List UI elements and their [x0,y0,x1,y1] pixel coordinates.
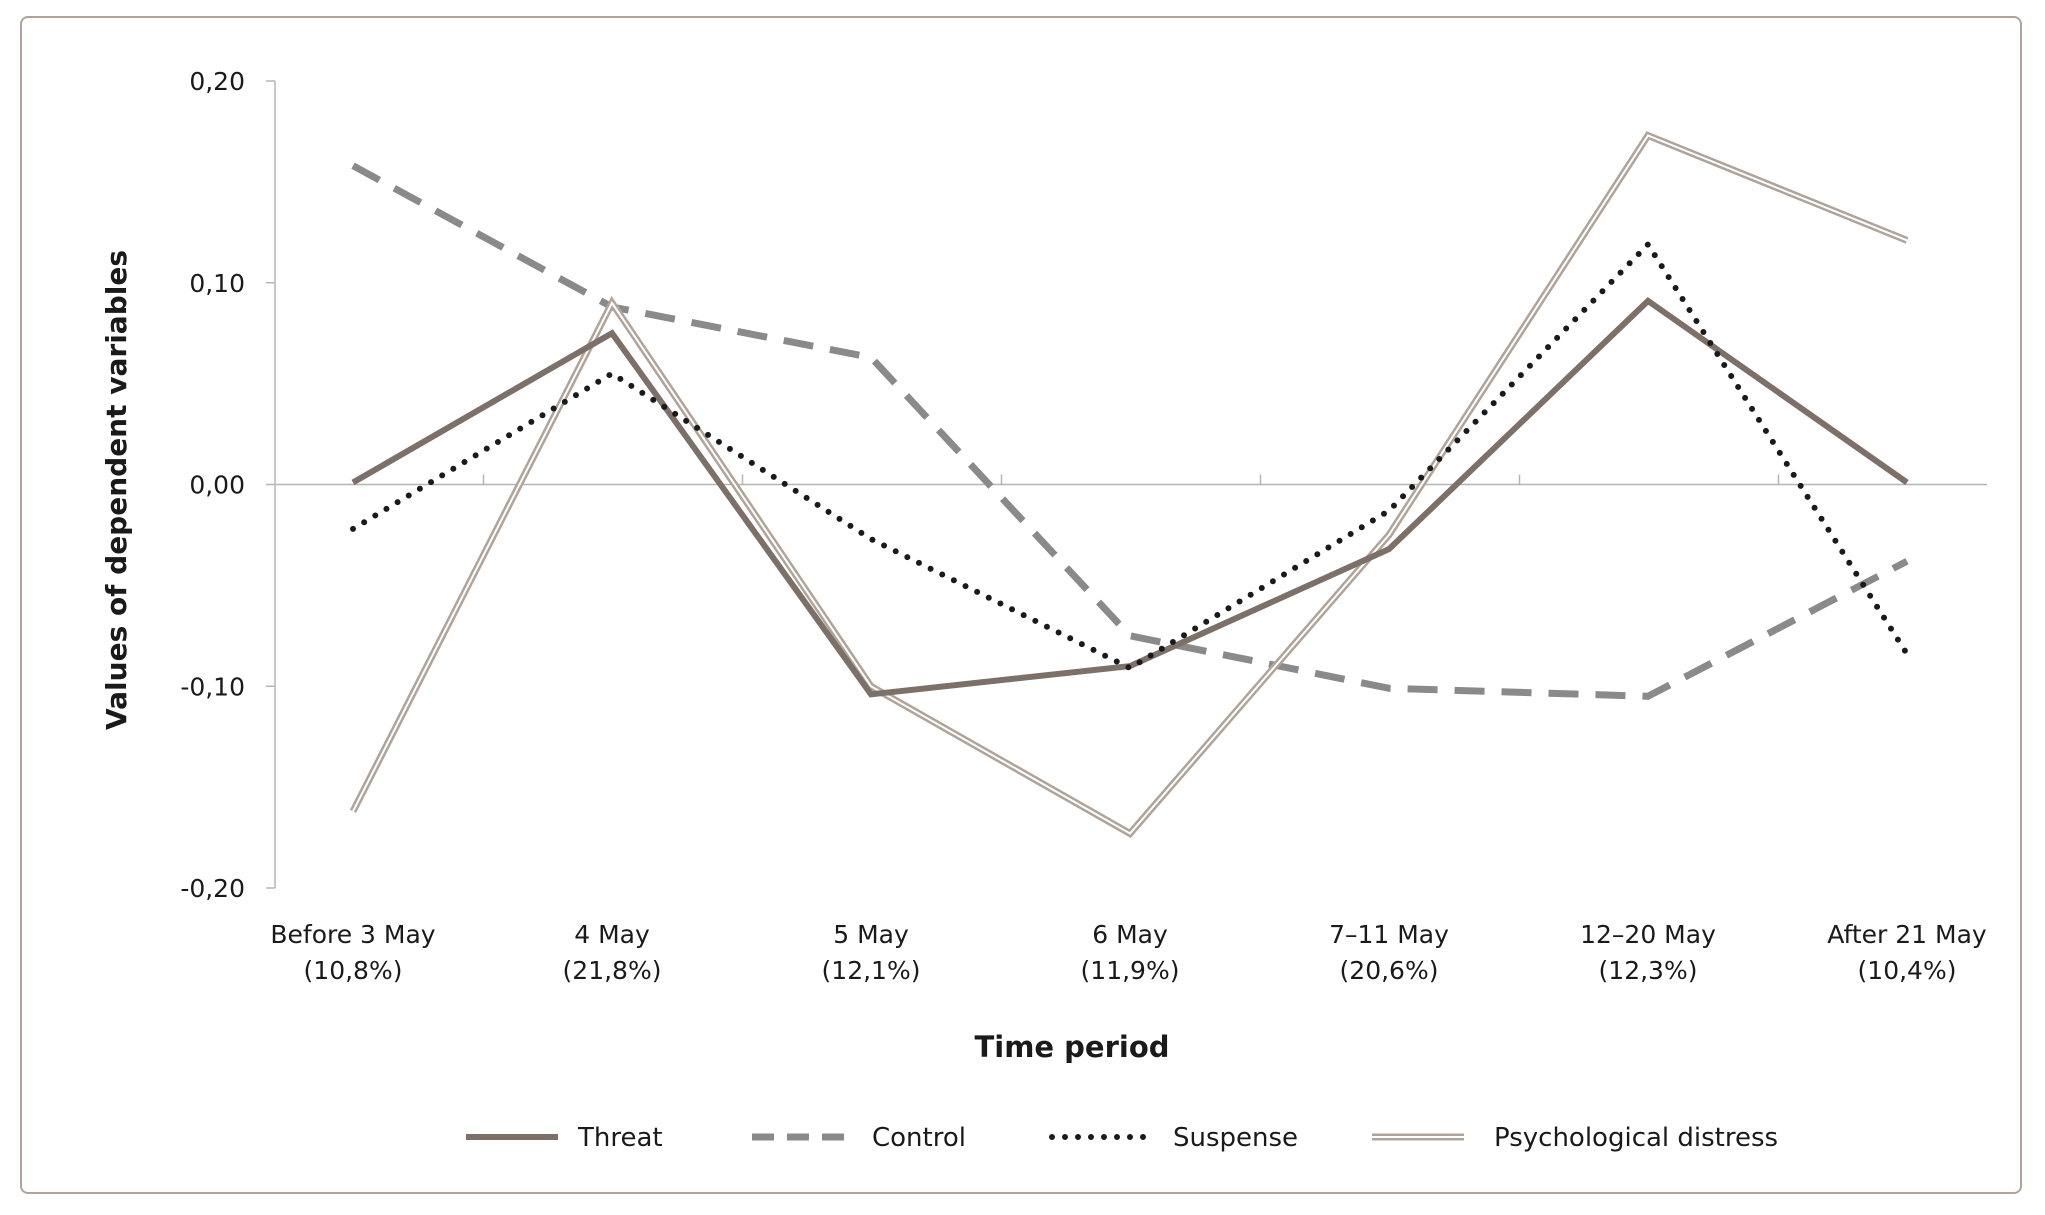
y-tick-label: -0,10 [180,672,245,701]
legend-label-psychological-distress: Psychological distress [1494,1123,1778,1153]
x-tick-label: 7–11 May [1329,920,1449,949]
x-tick-label: 4 May [574,920,650,949]
axes [266,80,1987,889]
x-tick-label: 6 May [1092,920,1168,949]
chart-frame [20,16,2022,1194]
x-tick-sublabel: (21,8%) [563,956,662,985]
x-tick-sublabel: (12,3%) [1599,956,1698,985]
series-line-suspense [350,239,1910,672]
x-axis-label: Time period [974,1030,1169,1064]
legend-label-suspense: Suspense [1173,1123,1298,1153]
series-line-control [351,162,1909,700]
x-tick-sublabel: (20,6%) [1340,956,1439,985]
series-line-psychological-distress-inner [352,134,1908,835]
x-tick-label: Before 3 May [270,920,435,949]
y-tick-label: 0,10 [189,269,245,298]
x-tick-sublabel: (11,9%) [1081,956,1180,985]
y-axis-label: Values of dependent variables [100,250,133,730]
x-tick-label: 5 May [833,920,909,949]
legend-label-threat: Threat [577,1123,663,1153]
legend: Threat Control Suspense Psychological distr… [466,1123,1778,1153]
x-tick-sublabel: (10,8%) [304,956,403,985]
y-tick-label: 0,00 [189,471,245,500]
x-tick-label: 12–20 May [1580,920,1716,949]
y-tick-label: -0,20 [180,874,245,903]
x-tick-sublabel: (12,1%) [822,956,921,985]
series-layer [349,131,1910,838]
y-tick-label: 0,20 [189,67,245,96]
legend-label-control: Control [872,1123,966,1153]
x-tick-label: After 21 May [1827,920,1987,949]
tick-labels: 0,20 0,10 0,00 -0,10 -0,20 Before 3 May (10,8%… [180,67,1987,985]
x-tick-sublabel: (10,4%) [1858,956,1957,985]
